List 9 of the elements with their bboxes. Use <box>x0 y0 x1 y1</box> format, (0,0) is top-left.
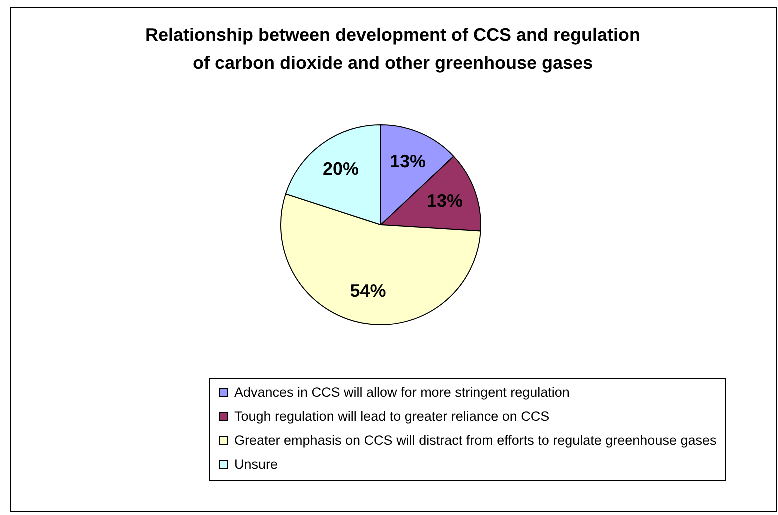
data-label: 13% <box>426 190 463 211</box>
data-label: 20% <box>323 158 360 179</box>
data-label: 13% <box>390 152 426 172</box>
legend-label: Unsure <box>234 456 278 472</box>
legend-label: Greater emphasis on CCS will distract from efforts to regulate greenhouse gases <box>234 432 717 448</box>
legend-label: Advances in CCS will allow for more stringent regulation <box>234 384 570 400</box>
chart-title: Relationship between development of CCS and regulation of carbon dioxide and other greenhouse gases <box>145 25 641 73</box>
legend-label: Tough regulation will lead to greater reliance on CCS <box>234 408 550 424</box>
data-label: 54% <box>350 280 386 301</box>
